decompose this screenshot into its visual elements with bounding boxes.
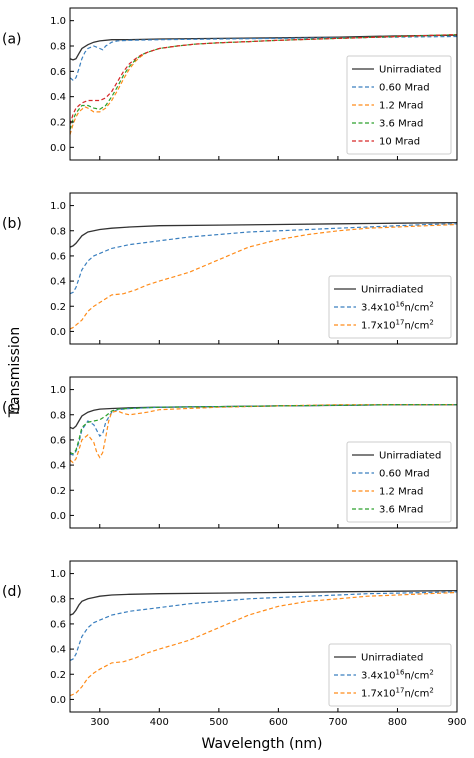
y-tick-label: 0.8: [50, 410, 66, 421]
panel-4: 0.0 0.2 0.4 0.6 0.8 1.0 300 400 500 600 700 800 900 (…: [2, 560, 467, 728]
y-tick-label: 0.0: [50, 327, 66, 338]
y-tick-label: 1.0: [50, 569, 66, 580]
panel-1: 0.0 0.2 0.4 0.6 0.8 1.0 (a) Unirradiated 0.60 Mr…: [2, 7, 458, 161]
legend-label: Unirradiated: [379, 65, 441, 76]
series-line-5: [70, 34, 457, 125]
legend-label: 1.2 Mrad: [379, 487, 423, 498]
y-tick-label: 1.0: [50, 385, 66, 396]
x-tick-label: 900: [447, 717, 466, 728]
legend-label: 3.4x1016n/cm2: [361, 301, 434, 314]
y-tick-label: 0.4: [50, 92, 66, 103]
legend-box: [346, 55, 452, 155]
x-tick-label: 600: [269, 717, 288, 728]
plot-frame: [69, 560, 458, 713]
y-tick-label: 0.8: [50, 42, 66, 53]
legend-label: 1.2 Mrad: [379, 101, 423, 112]
series-line-2: [70, 223, 457, 295]
legend-label: Unirradiated: [379, 451, 441, 462]
plot-frame: [69, 376, 458, 529]
y-axis-title: Transmission: [7, 327, 23, 418]
panel-2: 0.0 0.2 0.4 0.6 0.8 1.0 (b) Unirradiated 3.4x101…: [2, 192, 458, 345]
series-line-3: [70, 223, 457, 330]
legend-box: [346, 441, 452, 523]
panel-label: (c): [2, 400, 21, 416]
y-tick-label: 0.2: [50, 486, 66, 497]
y-tick-label: 0.4: [50, 461, 66, 472]
x-tick-label: 300: [90, 717, 109, 728]
x-tick-label: 500: [209, 717, 228, 728]
x-tick-label: 800: [388, 717, 407, 728]
series-line-2: [70, 404, 457, 456]
series-line-2: [70, 591, 457, 661]
y-tick-label: 0.6: [50, 435, 66, 446]
y-tick-label: 0.8: [50, 226, 66, 237]
y-tick-label: 0.0: [50, 143, 66, 154]
panel-label: (b): [2, 216, 22, 232]
x-axis-title: Wavelength (nm): [202, 736, 323, 752]
legend-label: 0.60 Mrad: [379, 469, 430, 480]
series-line-1: [70, 34, 457, 61]
panel-label: (a): [2, 31, 22, 47]
y-tick-label: 0.4: [50, 277, 66, 288]
legend-label: 1.7x1017n/cm2: [361, 319, 434, 332]
legend-label: 3.6 Mrad: [379, 505, 423, 516]
panel-label: (d): [2, 584, 22, 600]
legend-label: 10 Mrad: [379, 137, 420, 148]
y-tick-label: 1.0: [50, 16, 66, 27]
y-tick-label: 0.0: [50, 511, 66, 522]
y-tick-label: 0.2: [50, 670, 66, 681]
legend: Unirradiated 3.4x1016n/cm2 1.7x1017n/cm2: [328, 275, 452, 339]
legend-box: [328, 275, 452, 339]
legend-label: 1.7x1017n/cm2: [361, 687, 434, 700]
x-tick-label: 700: [328, 717, 347, 728]
legend: Unirradiated 0.60 Mrad 1.2 Mrad 3.6 Mrad 10 …: [346, 55, 452, 155]
legend: Unirradiated 0.60 Mrad 1.2 Mrad 3.6 Mrad: [346, 441, 452, 523]
legend-label: Unirradiated: [361, 285, 423, 296]
legend-label: Unirradiated: [361, 653, 423, 664]
plot-frame: [69, 192, 458, 345]
y-tick-label: 0.2: [50, 302, 66, 313]
y-tick-label: 0.2: [50, 118, 66, 129]
y-tick-label: 0.0: [50, 695, 66, 706]
series-line-1: [70, 589, 457, 616]
legend-label: 3.4x1016n/cm2: [361, 669, 434, 682]
legend-box: [328, 643, 452, 707]
series-line-3: [70, 591, 457, 697]
y-tick-label: 0.8: [50, 594, 66, 605]
y-tick-label: 0.6: [50, 619, 66, 630]
y-tick-label: 0.6: [50, 251, 66, 262]
panels: 0.0 0.2 0.4 0.6 0.8 1.0 (a) Unirradiated 0.60 Mr…: [2, 7, 467, 728]
legend-label: 0.60 Mrad: [379, 83, 430, 94]
series-line-4: [70, 404, 457, 455]
x-tick-label: 400: [150, 717, 169, 728]
series-line-1: [70, 221, 457, 248]
y-tick-label: 1.0: [50, 201, 66, 212]
plot-frame: [69, 7, 458, 161]
series-line-3: [70, 404, 457, 464]
y-tick-label: 0.6: [50, 67, 66, 78]
series-line-2: [70, 35, 457, 81]
y-tick-label: 0.4: [50, 645, 66, 656]
legend: Unirradiated 3.4x1016n/cm2 1.7x1017n/cm2: [328, 643, 452, 707]
panel-3: 0.0 0.2 0.4 0.6 0.8 1.0 (c) Unirradiated 0.60 Mr…: [2, 376, 458, 529]
legend-label: 3.6 Mrad: [379, 119, 423, 130]
